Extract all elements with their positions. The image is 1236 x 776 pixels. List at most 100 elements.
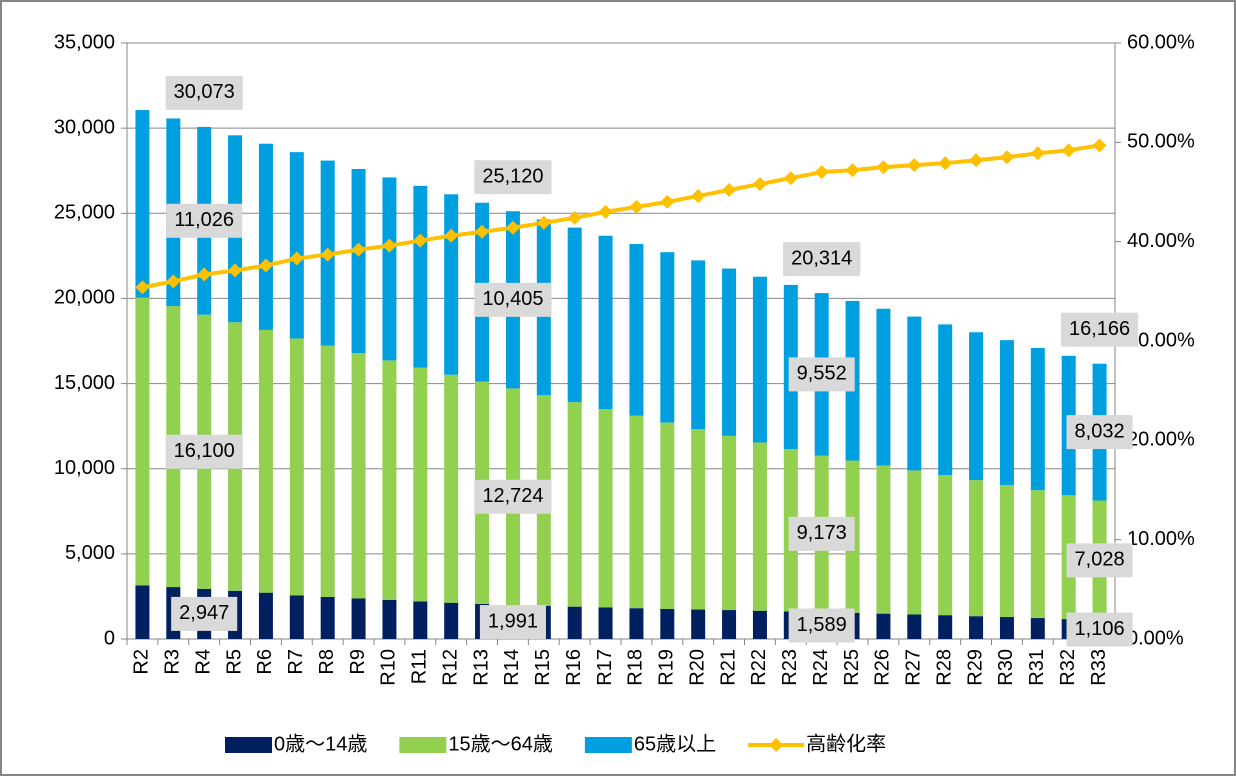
bar-segment bbox=[598, 235, 613, 410]
data-label-text: 1,991 bbox=[488, 610, 538, 632]
line-marker bbox=[505, 220, 520, 235]
data-label: 8,032 bbox=[1066, 415, 1133, 450]
data-label: 16,100 bbox=[165, 434, 243, 469]
x-tick-label: R31 bbox=[1026, 649, 1048, 686]
data-label-text: 20,314 bbox=[791, 247, 852, 269]
bar-segment bbox=[444, 194, 459, 375]
bar-segment bbox=[1030, 347, 1045, 491]
line-marker bbox=[1092, 138, 1107, 153]
data-label: 12,724 bbox=[474, 479, 552, 514]
bar-segment bbox=[567, 402, 582, 607]
data-label-text: 9,173 bbox=[797, 522, 847, 544]
bar-segment bbox=[691, 260, 706, 430]
bar-segment bbox=[382, 177, 397, 361]
x-tick-label: R14 bbox=[501, 649, 523, 686]
data-label-box bbox=[788, 516, 855, 551]
data-label-text: 2,947 bbox=[179, 602, 229, 624]
bar-segment bbox=[382, 600, 397, 639]
line-marker bbox=[752, 177, 767, 192]
data-label-box bbox=[788, 608, 855, 643]
y-tick-label: 25,000 bbox=[54, 202, 115, 224]
line-marker bbox=[938, 156, 953, 171]
y2-tick-label: 30.00% bbox=[1127, 329, 1195, 351]
y-tick-label: 15,000 bbox=[54, 372, 115, 394]
bar-segment bbox=[907, 470, 922, 615]
x-tick-label: R5 bbox=[223, 649, 245, 675]
bar-segment bbox=[969, 616, 984, 639]
data-label-text: 12,724 bbox=[482, 485, 543, 507]
data-label-box bbox=[171, 596, 238, 631]
bar-segment bbox=[413, 367, 428, 602]
bar-segment bbox=[938, 615, 953, 639]
data-label-text: 11,026 bbox=[174, 209, 234, 231]
bar-segment bbox=[382, 360, 397, 601]
y-tick-label: 10,000 bbox=[54, 457, 115, 479]
x-tick-label: R13 bbox=[470, 649, 492, 686]
data-label-box bbox=[165, 434, 243, 469]
bar-segment bbox=[320, 345, 335, 597]
bar-segment bbox=[876, 308, 891, 466]
x-tick-label: R11 bbox=[409, 649, 431, 684]
line-marker bbox=[567, 210, 582, 225]
legend-swatch bbox=[399, 737, 447, 753]
data-label-box bbox=[165, 75, 243, 110]
line-marker bbox=[814, 165, 829, 180]
line-marker bbox=[999, 150, 1014, 165]
x-tick-label: R6 bbox=[254, 649, 276, 675]
bar-segment bbox=[660, 608, 675, 639]
x-tick-label: R4 bbox=[192, 649, 214, 675]
data-label-text: 1,106 bbox=[1075, 618, 1125, 640]
data-label-box bbox=[1060, 312, 1139, 347]
y-tick-label: 20,000 bbox=[54, 287, 115, 309]
line-marker bbox=[320, 247, 335, 262]
x-tick-label: R25 bbox=[841, 649, 863, 686]
data-label-text: 7,028 bbox=[1075, 549, 1125, 571]
data-label-text: 8,032 bbox=[1075, 420, 1125, 442]
data-label-box bbox=[1066, 612, 1133, 647]
x-tick-label: R7 bbox=[285, 649, 307, 675]
data-label: 11,026 bbox=[166, 203, 243, 238]
line-marker bbox=[691, 188, 706, 203]
x-tick-label: R29 bbox=[964, 649, 986, 686]
line-marker bbox=[135, 280, 150, 295]
y2-tick-label: 50.00% bbox=[1127, 131, 1195, 153]
x-tick-label: R8 bbox=[316, 649, 338, 675]
line-marker bbox=[876, 160, 891, 175]
line-marker bbox=[351, 242, 366, 257]
bar-segment bbox=[876, 613, 891, 639]
bar-segment bbox=[660, 422, 675, 609]
line-marker bbox=[228, 263, 243, 278]
bar-segment bbox=[691, 429, 706, 610]
legend-label: 65歳以上 bbox=[634, 732, 716, 755]
data-label-text: 10,405 bbox=[482, 288, 543, 310]
line-marker bbox=[382, 238, 397, 253]
bar-segment bbox=[413, 601, 428, 639]
bar-segment bbox=[413, 185, 428, 368]
bar-segment bbox=[969, 480, 984, 617]
data-label: 1,589 bbox=[788, 608, 855, 643]
line-marker bbox=[413, 233, 428, 248]
x-tick-label: R19 bbox=[656, 649, 678, 686]
bar-segment bbox=[135, 297, 150, 586]
y-tick-label: 30,000 bbox=[54, 116, 115, 138]
data-label: 7,028 bbox=[1066, 543, 1133, 578]
bar-segment bbox=[938, 324, 953, 476]
line-marker bbox=[660, 194, 675, 209]
legend-swatch bbox=[584, 737, 632, 753]
bar-segment bbox=[444, 374, 459, 603]
x-tick-label: R27 bbox=[903, 649, 925, 686]
x-tick-label: R9 bbox=[347, 649, 369, 675]
line-marker bbox=[475, 224, 490, 239]
data-label-box bbox=[474, 160, 552, 195]
x-tick-label: R33 bbox=[1088, 649, 1110, 686]
line-marker bbox=[722, 183, 737, 198]
data-label-box bbox=[788, 357, 855, 392]
bar-segment bbox=[969, 332, 984, 481]
legend-label: 0歳～14歳 bbox=[274, 732, 367, 755]
line-marker bbox=[197, 267, 212, 282]
bar-segment bbox=[351, 353, 366, 599]
y-tick-label: 0 bbox=[104, 627, 115, 649]
bar-segment bbox=[135, 585, 150, 639]
line-marker bbox=[907, 158, 922, 173]
y-tick-label: 35,000 bbox=[54, 31, 115, 53]
